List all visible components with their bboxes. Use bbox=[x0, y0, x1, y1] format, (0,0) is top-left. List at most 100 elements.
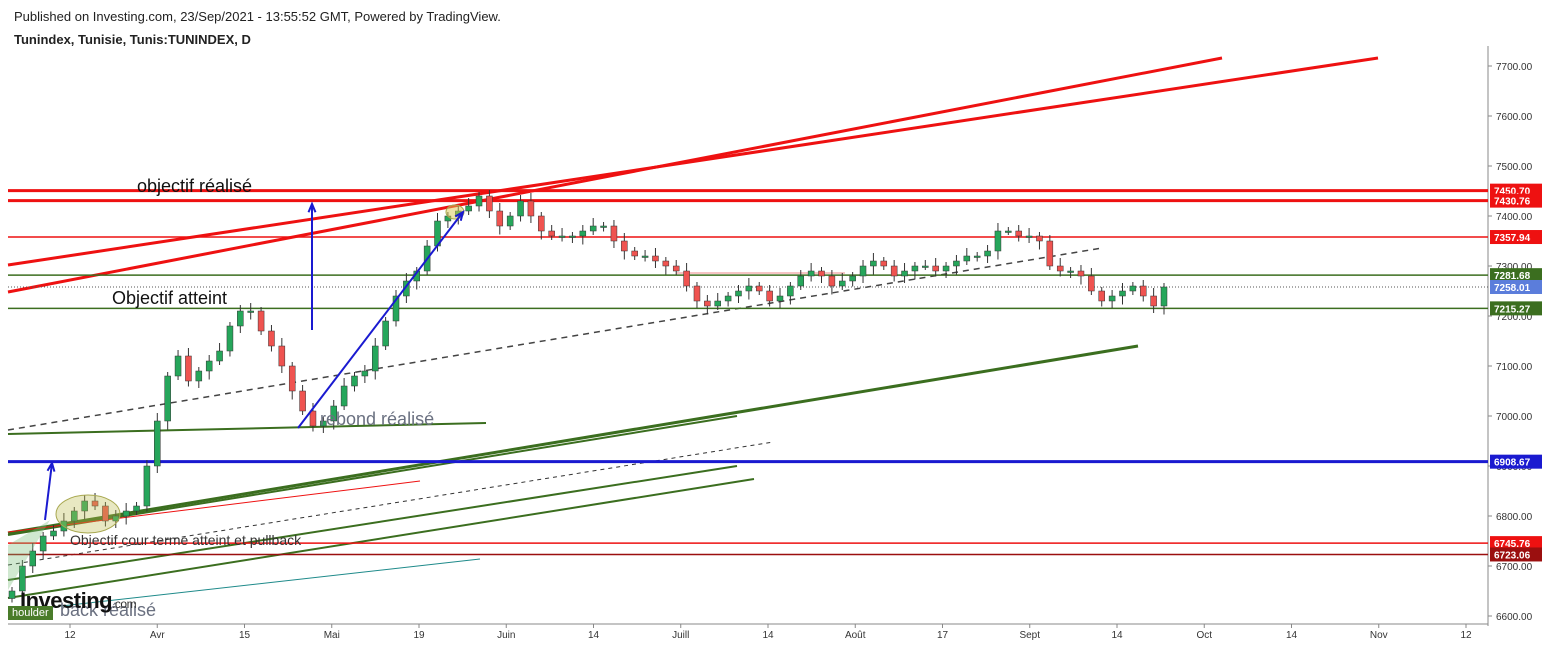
candle-body bbox=[662, 260, 670, 267]
candle-body bbox=[8, 590, 16, 599]
candle-body bbox=[589, 225, 597, 232]
candle-body bbox=[465, 205, 472, 212]
candle-body bbox=[216, 350, 223, 362]
candle-body bbox=[81, 500, 88, 512]
candle-body bbox=[714, 300, 721, 307]
candle-body bbox=[268, 330, 275, 347]
candle-body bbox=[901, 270, 908, 277]
x-tick-label: Oct bbox=[1196, 630, 1212, 641]
candle-body bbox=[164, 375, 171, 422]
x-tick-label: 19 bbox=[413, 630, 425, 641]
annotation-text: rebond réalisé bbox=[320, 409, 434, 429]
candle-body bbox=[195, 370, 203, 382]
y-tick-label: 6800.00 bbox=[1496, 512, 1533, 523]
level-tag bbox=[1490, 230, 1542, 245]
candle-body bbox=[839, 280, 846, 287]
candle-body bbox=[527, 200, 535, 217]
candle-body bbox=[1129, 285, 1137, 292]
candle-body bbox=[29, 550, 37, 567]
level-tag bbox=[1490, 268, 1542, 283]
red-channel-lower bbox=[7, 56, 1379, 267]
candle-body bbox=[361, 370, 369, 377]
y-tick-label: 6700.00 bbox=[1496, 562, 1533, 573]
y-tick-label: 7300.00 bbox=[1496, 262, 1533, 273]
candle-body bbox=[39, 535, 47, 552]
candle-body bbox=[600, 225, 607, 228]
candle-body bbox=[392, 295, 400, 322]
candle-body bbox=[735, 290, 742, 297]
candle-body bbox=[828, 275, 836, 287]
candle-body bbox=[787, 285, 794, 297]
candle-body bbox=[776, 295, 784, 302]
candle-body bbox=[1139, 285, 1147, 297]
candle-body bbox=[911, 265, 919, 272]
green-shade bbox=[8, 520, 50, 590]
published-caption: Published on Investing.com, 23/Sep/2021 … bbox=[14, 9, 501, 24]
level-value: 7281.68 bbox=[1494, 271, 1531, 282]
annotation-text: back réalisé bbox=[60, 600, 156, 620]
candle-body bbox=[973, 255, 981, 258]
candle-body bbox=[185, 355, 192, 382]
arrow-small bbox=[44, 462, 53, 521]
candle-body bbox=[299, 390, 306, 412]
y-tick-label: 7500.00 bbox=[1496, 162, 1533, 173]
candle-body bbox=[859, 265, 867, 277]
candle-body bbox=[693, 285, 701, 302]
candle-body bbox=[50, 530, 57, 537]
candle-body bbox=[1025, 235, 1033, 238]
candle-body bbox=[797, 275, 805, 287]
green-support-3 bbox=[7, 465, 738, 581]
candle-body bbox=[1067, 270, 1074, 273]
candle-body bbox=[122, 510, 130, 517]
candle-body bbox=[870, 260, 877, 267]
candle-body bbox=[1160, 286, 1168, 307]
arrow-diagonal-head bbox=[454, 209, 465, 221]
candle-body bbox=[1056, 265, 1064, 272]
candle-body bbox=[558, 235, 566, 238]
candle-body bbox=[506, 215, 514, 227]
level-value: 6723.06 bbox=[1494, 550, 1531, 561]
candle-body bbox=[672, 265, 680, 272]
candle-body bbox=[1046, 240, 1054, 267]
x-tick-label: Mai bbox=[324, 630, 340, 641]
candle-body bbox=[953, 260, 960, 267]
level-value: 6908.67 bbox=[1494, 458, 1531, 469]
candle-body bbox=[320, 420, 327, 427]
level-value: 7450.70 bbox=[1494, 187, 1531, 198]
candle-body bbox=[247, 310, 254, 313]
candle-body bbox=[205, 360, 213, 372]
candle-body bbox=[19, 565, 26, 592]
candle-body bbox=[1150, 295, 1157, 307]
x-tick-label: Juill bbox=[672, 630, 689, 641]
candle-body bbox=[71, 510, 78, 522]
candle-body bbox=[309, 410, 317, 427]
x-tick-label: 12 bbox=[64, 630, 76, 641]
candle-body bbox=[724, 295, 732, 302]
level-tag bbox=[1490, 536, 1542, 551]
level-tag bbox=[1490, 547, 1542, 562]
arrow-diagonal bbox=[297, 211, 464, 429]
candle-body bbox=[548, 230, 555, 237]
candle-body bbox=[154, 420, 161, 467]
annotation-text: objectif réalisé bbox=[137, 176, 252, 196]
candle-body bbox=[631, 250, 638, 257]
shoulder-label: houlder bbox=[8, 606, 53, 620]
candle-body bbox=[133, 505, 140, 512]
level-value: 7430.76 bbox=[1494, 197, 1531, 208]
candle-body bbox=[475, 195, 483, 207]
candle-body bbox=[1036, 235, 1043, 242]
candle-body bbox=[652, 255, 659, 262]
green-support-2 bbox=[7, 415, 738, 536]
x-tick-label: 12 bbox=[1460, 630, 1472, 641]
candle-body bbox=[1015, 230, 1022, 237]
candle-body bbox=[288, 365, 296, 392]
x-tick-label: Avr bbox=[150, 630, 165, 641]
candle-body bbox=[496, 210, 504, 227]
candle-body bbox=[994, 230, 1002, 252]
black-dashed-lower bbox=[7, 441, 774, 566]
candle-body bbox=[538, 215, 545, 232]
candle-body bbox=[922, 265, 929, 268]
level-tag bbox=[1490, 301, 1542, 316]
annotation-text: Objectif cour terme atteint et pullback bbox=[70, 532, 302, 548]
